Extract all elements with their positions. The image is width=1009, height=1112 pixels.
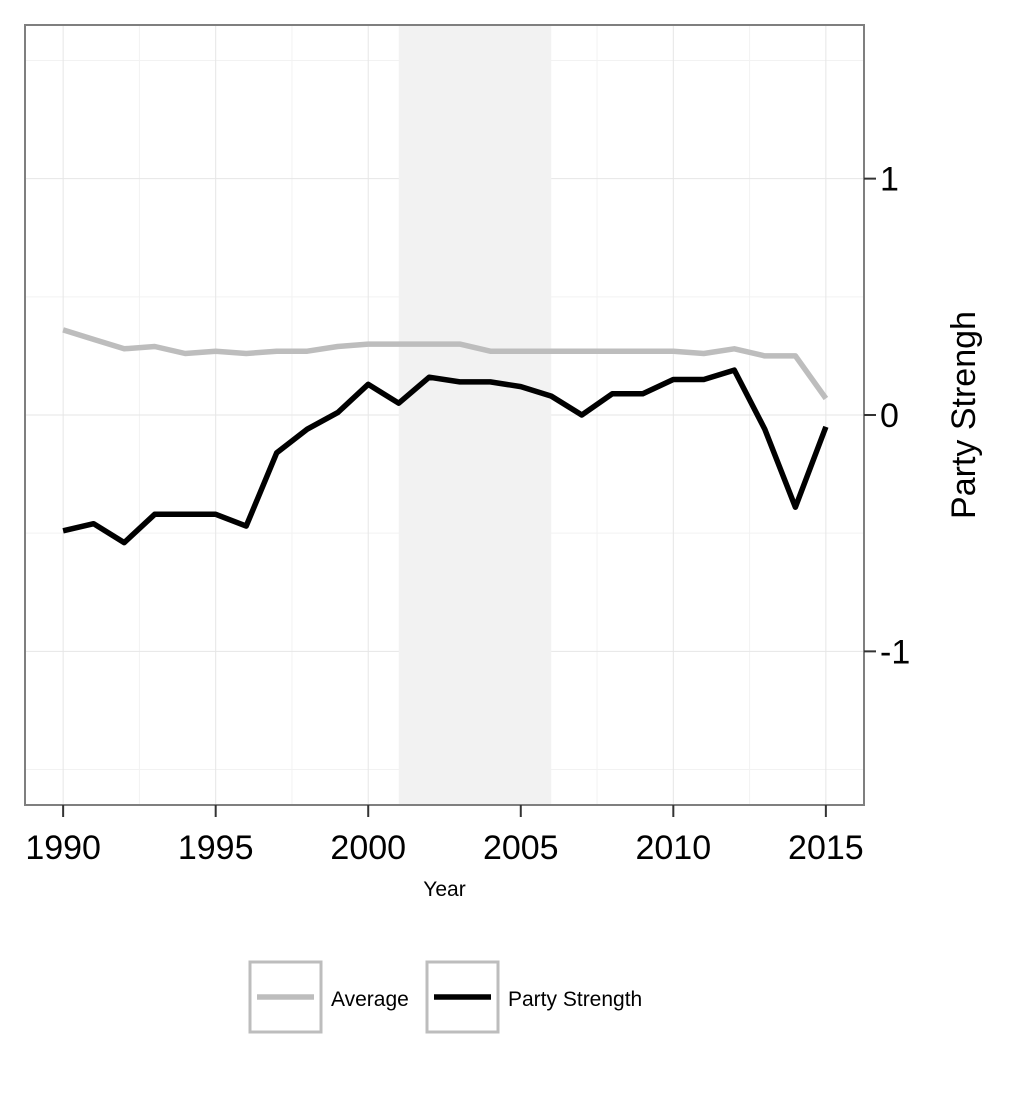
y-axis: -1 0 1 <box>864 161 910 671</box>
x-tick-label: 2010 <box>635 829 711 867</box>
y-tick-label: 0 <box>880 397 899 435</box>
legend-label-party-strength: Party Strength <box>508 988 642 1011</box>
x-tick-label: 1990 <box>25 829 101 867</box>
x-tick-label: 2015 <box>788 829 864 867</box>
x-tick-label: 2005 <box>483 829 559 867</box>
x-tick-label: 1995 <box>178 829 254 867</box>
y-tick-label: 1 <box>880 161 899 199</box>
x-axis-title: Year <box>423 878 465 901</box>
shaded-period <box>398 25 552 805</box>
y-tick-label: -1 <box>880 633 910 671</box>
legend: Average Party Strength <box>248 960 642 1034</box>
series-layer <box>62 327 829 546</box>
y-axis-title: Party Strengh <box>945 311 983 519</box>
series-line-average <box>62 327 829 401</box>
x-axis: 1990 1995 2000 2005 2010 2015 <box>25 805 864 867</box>
grid-major <box>25 25 864 805</box>
series-line-party-strength <box>62 367 829 546</box>
legend-label-average: Average <box>331 988 409 1011</box>
x-tick-label: 2000 <box>330 829 406 867</box>
